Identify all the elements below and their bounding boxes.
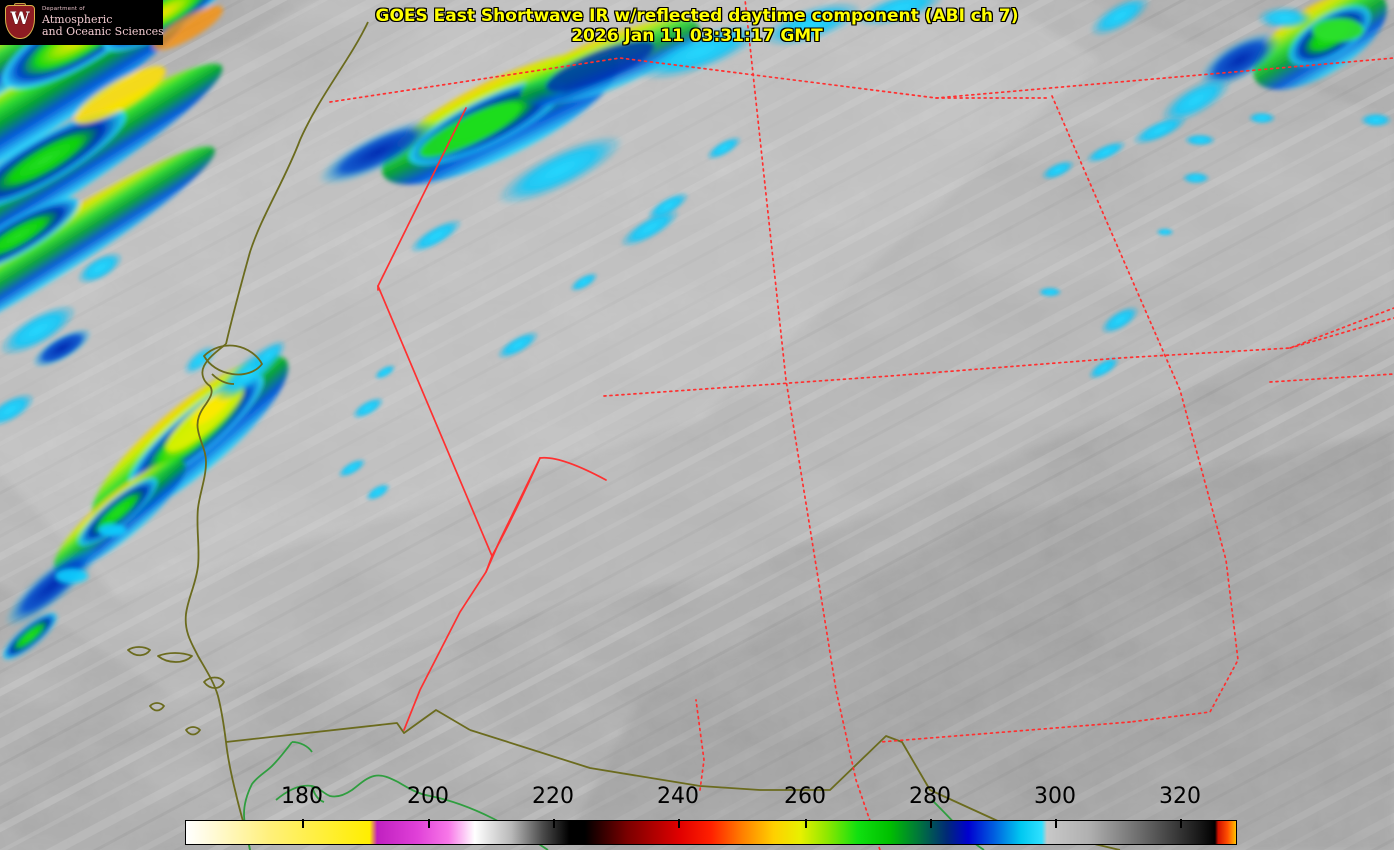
- logo-name-line2: and Oceanic Sciences: [42, 24, 164, 38]
- logo-department-kicker: Department of: [42, 6, 85, 13]
- uw-aos-logo: W Department of Atmospheric and Oceanic …: [0, 0, 164, 45]
- logo-name-line1: Atmospheric: [42, 12, 113, 26]
- colorbar-gradient[interactable]: [185, 820, 1237, 845]
- uw-crest-icon: W: [3, 2, 37, 43]
- uw-crest-letter: W: [10, 8, 30, 29]
